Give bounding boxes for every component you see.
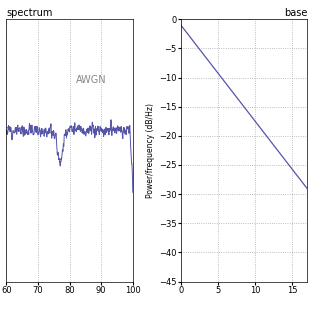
- Text: AWGN: AWGN: [76, 75, 107, 85]
- Text: base: base: [284, 8, 307, 19]
- Y-axis label: Power/frequency (dB/Hz): Power/frequency (dB/Hz): [146, 103, 155, 198]
- Text: spectrum: spectrum: [6, 8, 53, 19]
